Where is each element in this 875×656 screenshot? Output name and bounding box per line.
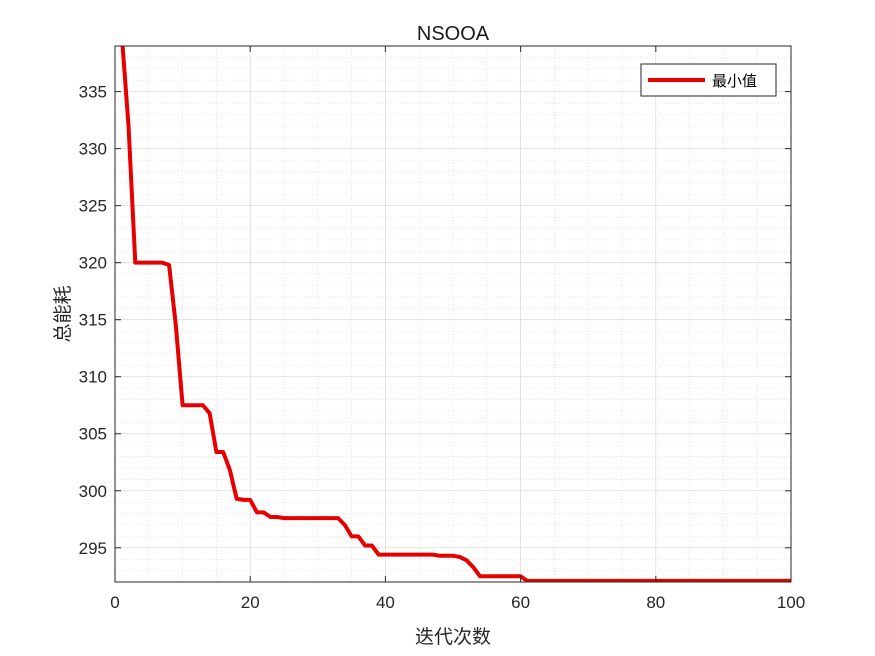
y-tick-label: 325 <box>79 197 107 216</box>
plot-frame <box>114 45 792 583</box>
y-tick-label: 305 <box>79 425 107 444</box>
x-tick-label: 60 <box>511 593 530 612</box>
y-tick-label: 310 <box>79 368 107 387</box>
chart-title: NSOOA <box>417 23 490 45</box>
y-tick-label: 315 <box>79 311 107 330</box>
y-tick-label: 330 <box>79 140 107 159</box>
x-tick-label: 80 <box>646 593 665 612</box>
y-tick-labels: 295 300 305 310 315 320 325 330 335 <box>79 83 107 558</box>
y-tick-label: 300 <box>79 482 107 501</box>
y-tick-label: 320 <box>79 254 107 273</box>
y-tick-label: 295 <box>79 539 107 558</box>
minor-grid <box>115 45 791 583</box>
y-tick-label: 335 <box>79 83 107 102</box>
tick-marks <box>114 46 792 582</box>
x-axis-label: 迭代次数 <box>415 626 491 648</box>
legend: 最小值 <box>640 63 777 97</box>
x-tick-label: 0 <box>110 593 119 612</box>
y-axis-label: 总能耗 <box>52 285 74 342</box>
x-tick-label: 40 <box>376 593 395 612</box>
series-line-0 <box>120 46 791 582</box>
x-tick-labels: 0 20 40 60 80 100 <box>110 593 805 612</box>
series-layer <box>120 46 791 582</box>
legend-entry-label: 最小值 <box>712 72 757 90</box>
x-tick-label: 20 <box>241 593 260 612</box>
x-tick-label: 100 <box>777 593 805 612</box>
